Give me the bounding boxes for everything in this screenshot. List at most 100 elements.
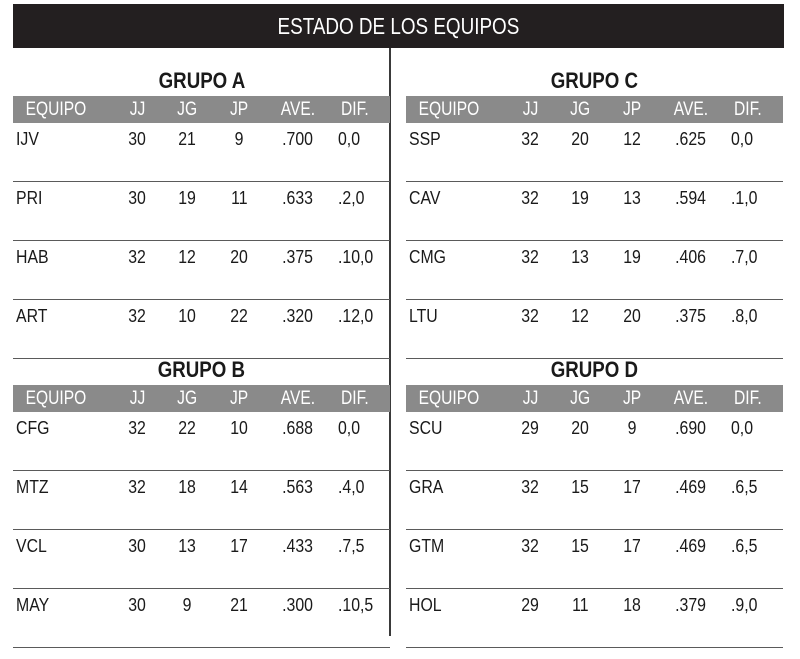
dif-cell: .6,5 [731, 477, 758, 497]
jg-cell: 22 [178, 418, 196, 438]
dif-cell: 0,0 [338, 129, 361, 149]
col-header-equipo: EQUIPO [25, 387, 87, 409]
col-header-jp: JP [229, 98, 249, 120]
jp-cell: 14 [230, 477, 248, 497]
dif-cell: 0,0 [731, 418, 754, 438]
jj-cell: 32 [128, 477, 146, 497]
jj-cell: 32 [521, 477, 539, 497]
dif-cell: .9,0 [731, 595, 758, 615]
col-header-jj: JJ [522, 98, 538, 120]
team-cell: LTU [409, 306, 438, 326]
ave-cell: .406 [675, 247, 706, 267]
group-title: GRUPO B [157, 357, 246, 382]
table-header: EQUIPO JJ JG JP AVE. DIF. [406, 385, 783, 412]
dif-cell: 0,0 [338, 418, 361, 438]
ave-cell: .633 [282, 188, 313, 208]
dif-cell: .10,0 [338, 247, 374, 267]
jp-cell: 18 [623, 595, 641, 615]
table-row: CAV 32 19 13 .594 .1,0 [406, 182, 783, 241]
jg-cell: 13 [571, 247, 589, 267]
col-header-ave: AVE. [280, 387, 315, 409]
ave-cell: .300 [282, 595, 313, 615]
col-header-jj: JJ [129, 98, 145, 120]
ave-cell: .469 [675, 477, 706, 497]
col-header-ave: AVE. [673, 98, 708, 120]
table-row: CFG 32 22 10 .688 0,0 [13, 412, 390, 471]
jp-cell: 20 [230, 247, 248, 267]
col-header-equipo: EQUIPO [418, 387, 480, 409]
jp-cell: 13 [623, 188, 641, 208]
col-header-jg: JG [177, 387, 197, 409]
jj-cell: 30 [128, 595, 146, 615]
table-row: CMG 32 13 19 .406 .7,0 [406, 241, 783, 300]
jj-cell: 32 [521, 306, 539, 326]
ave-cell: .320 [282, 306, 313, 326]
col-header-jj: JJ [522, 387, 538, 409]
dif-cell: .1,0 [731, 188, 758, 208]
dif-cell: .4,0 [338, 477, 365, 497]
page-title-banner: ESTADO DE LOS EQUIPOS [13, 4, 784, 48]
col-header-dif: DIF. [734, 98, 762, 120]
jj-cell: 32 [128, 418, 146, 438]
dif-cell: .8,0 [731, 306, 758, 326]
group-c-table: GRUPO C EQUIPO JJ JG JP AVE. DIF. SSP 32… [406, 64, 783, 359]
page-title: ESTADO DE LOS EQUIPOS [277, 12, 520, 39]
jj-cell: 32 [521, 536, 539, 556]
col-header-dif: DIF. [734, 387, 762, 409]
team-cell: SSP [409, 129, 441, 149]
table-row: VCL 30 13 17 .433 .7,5 [13, 530, 390, 589]
team-cell: ART [16, 306, 48, 326]
dif-cell: .10,5 [338, 595, 374, 615]
team-cell: CMG [409, 247, 446, 267]
jg-cell: 15 [571, 536, 589, 556]
ave-cell: .375 [282, 247, 313, 267]
jj-cell: 32 [521, 188, 539, 208]
col-header-jg: JG [570, 387, 590, 409]
jj-cell: 30 [128, 536, 146, 556]
table-header: EQUIPO JJ JG JP AVE. DIF. [13, 385, 390, 412]
jj-cell: 30 [128, 188, 146, 208]
jg-cell: 12 [178, 247, 196, 267]
table-row: MTZ 32 18 14 .563 .4,0 [13, 471, 390, 530]
table-row: MAY 30 9 21 .300 .10,5 [13, 589, 390, 648]
col-header-ave: AVE. [673, 387, 708, 409]
table-row: IJV 30 21 9 .700 0,0 [13, 123, 390, 182]
jg-cell: 15 [571, 477, 589, 497]
jp-cell: 12 [623, 129, 641, 149]
table-row: SCU 29 20 9 .690 0,0 [406, 412, 783, 471]
group-title: GRUPO D [550, 357, 639, 382]
team-cell: GRA [409, 477, 444, 497]
col-header-jg: JG [570, 98, 590, 120]
col-header-jj: JJ [129, 387, 145, 409]
dif-cell: .7,5 [338, 536, 365, 556]
jg-cell: 18 [178, 477, 196, 497]
jp-cell: 17 [623, 477, 641, 497]
jg-cell: 21 [178, 129, 196, 149]
group-title: GRUPO A [158, 68, 245, 93]
jp-cell: 20 [623, 306, 641, 326]
team-cell: SCU [409, 418, 443, 438]
jg-cell: 20 [571, 129, 589, 149]
table-header: EQUIPO JJ JG JP AVE. DIF. [13, 96, 390, 123]
ave-cell: .563 [282, 477, 313, 497]
team-cell: VCL [16, 536, 47, 556]
jj-cell: 32 [128, 306, 146, 326]
jj-cell: 29 [521, 418, 539, 438]
jj-cell: 32 [521, 129, 539, 149]
ave-cell: .700 [282, 129, 313, 149]
jj-cell: 29 [521, 595, 539, 615]
jg-cell: 19 [178, 188, 196, 208]
jj-cell: 30 [128, 129, 146, 149]
jg-cell: 19 [571, 188, 589, 208]
jp-cell: 11 [230, 188, 248, 208]
dif-cell: .6,5 [731, 536, 758, 556]
table-row: LTU 32 12 20 .375 .8,0 [406, 300, 783, 359]
dif-cell: .7,0 [731, 247, 758, 267]
jp-cell: 17 [623, 536, 641, 556]
team-cell: HOL [409, 595, 442, 615]
team-cell: MTZ [16, 477, 49, 497]
team-cell: CAV [409, 188, 441, 208]
ave-cell: .688 [282, 418, 313, 438]
ave-cell: .379 [675, 595, 706, 615]
table-row: HOL 29 11 18 .379 .9,0 [406, 589, 783, 648]
